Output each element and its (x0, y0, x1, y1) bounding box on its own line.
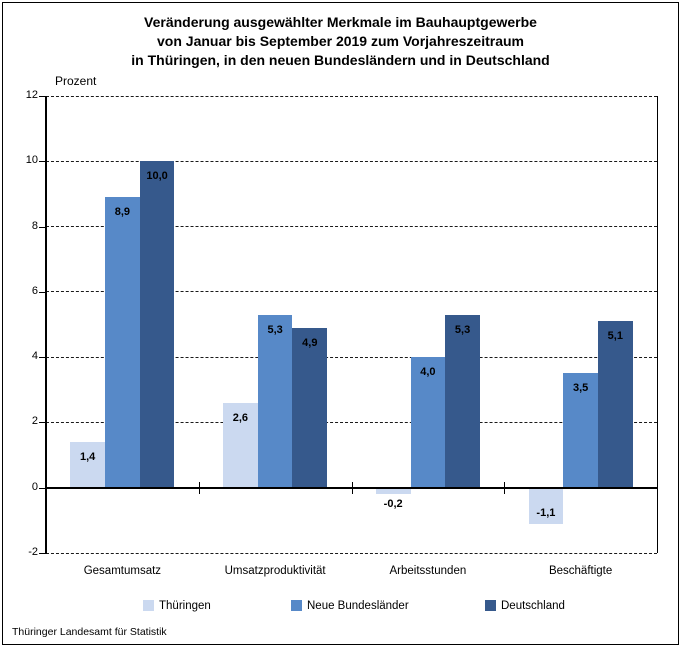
chart-title-line-3: in Thüringen, in den neuen Bundesländern… (131, 52, 550, 68)
y-tick--2 (39, 553, 46, 554)
gridline-4 (46, 356, 657, 358)
bar-Deutschland-Umsatzproduktivität (292, 327, 328, 488)
bar-Neue Bundesländer-Umsatzproduktivität (257, 314, 293, 488)
bar-Thüringen-Gesamtumsatz (70, 442, 105, 488)
bar-value-label: 8,9 (114, 206, 130, 219)
legend-item-Thüringen: Thüringen (143, 599, 303, 613)
bar-value-label: -1,1 (536, 506, 556, 519)
bar-Deutschland-Arbeitsstunden (445, 314, 480, 488)
bar-Thüringen-Arbeitsstunden (375, 487, 411, 495)
y-tick-label-4: 4 (31, 350, 38, 363)
y-tick-10 (39, 161, 46, 163)
y-tick-2 (39, 422, 46, 424)
legend-label-Thüringen: Thüringen (159, 600, 211, 612)
chart-title-line-2: von Januar bis September 2019 zum Vorjah… (157, 33, 524, 49)
bar-value-label: 5,3 (267, 323, 283, 336)
bar-value-label: 3,5 (572, 382, 589, 395)
category-label-Beschäftigte: Beschäftigte (548, 565, 613, 577)
y-tick-4 (39, 357, 46, 359)
y-tick-label-0: 0 (31, 480, 38, 493)
bar-value-label: 5,3 (454, 323, 471, 336)
y-axis-line (45, 96, 47, 554)
bar-Deutschland-Beschäftigte (597, 321, 633, 488)
bar-value-label: 1,4 (80, 451, 96, 463)
chart-title: Veränderung ausgewählter Merkmale im Bau… (0, 13, 681, 70)
bar-value-label: 2,6 (232, 411, 249, 424)
y-axis-unit-label: Prozent (55, 74, 97, 88)
legend-label-Deutschland: Deutschland (501, 600, 565, 612)
legend-label-Neue Bundesländer: Neue Bundesländer (307, 600, 409, 612)
bar-Neue Bundesländer-Beschäftigte (563, 373, 598, 488)
bar-value-label: 10,0 (146, 170, 168, 183)
gridline-8 (46, 226, 657, 228)
category-label-Arbeitsstunden: Arbeitsstunden (389, 565, 467, 577)
gridline-6 (46, 291, 657, 293)
y-tick-label-2: 2 (31, 415, 38, 428)
x-axis-tick-2 (351, 481, 353, 494)
legend-item-Deutschland: Deutschland (485, 599, 645, 613)
x-axis-tick-1 (198, 481, 200, 494)
gridline-10 (46, 160, 657, 162)
bar-value-label: 4,9 (302, 336, 318, 349)
source-note: Thüringer Landesamt für Statistik (12, 626, 167, 638)
bar-value-label: 5,1 (607, 330, 623, 343)
plot-right-border (657, 96, 658, 553)
y-tick-12 (39, 96, 46, 97)
x-axis-tick-3 (504, 481, 506, 494)
legend-item-Neue Bundesländer: Neue Bundesländer (291, 599, 451, 613)
y-tick-0 (39, 487, 46, 489)
bar-Thüringen-Beschäftigte (528, 487, 564, 524)
y-tick-6 (39, 291, 46, 293)
bar-Thüringen-Umsatzproduktivität (223, 402, 258, 488)
bar-Neue Bundesländer-Gesamtumsatz (105, 197, 140, 488)
gridline-2 (46, 421, 657, 423)
gridline--2 (46, 552, 657, 554)
y-tick-8 (39, 226, 46, 228)
bar-Neue Bundesländer-Arbeitsstunden (410, 357, 446, 488)
y-tick-label-6: 6 (31, 284, 38, 297)
y-tick-label-10: 10 (25, 154, 38, 167)
category-label-Umsatzproduktivität: Umsatzproduktivität (224, 565, 326, 577)
legend-swatch-Neue Bundesländer (291, 600, 302, 611)
y-tick-label-12: 12 (25, 89, 38, 101)
bar-value-label: 4,0 (420, 366, 436, 379)
category-label-Gesamtumsatz: Gesamtumsatz (83, 565, 162, 577)
y-tick-label-8: 8 (31, 219, 38, 232)
gridline-12 (46, 95, 657, 97)
chart-title-line-1: Veränderung ausgewählter Merkmale im Bau… (144, 14, 537, 30)
bar-Deutschland-Gesamtumsatz (139, 161, 175, 488)
legend-swatch-Deutschland (485, 600, 496, 611)
legend-swatch-Thüringen (143, 600, 154, 611)
y-tick-label--2: -2 (28, 546, 38, 558)
bar-value-label: -0,2 (383, 498, 403, 511)
